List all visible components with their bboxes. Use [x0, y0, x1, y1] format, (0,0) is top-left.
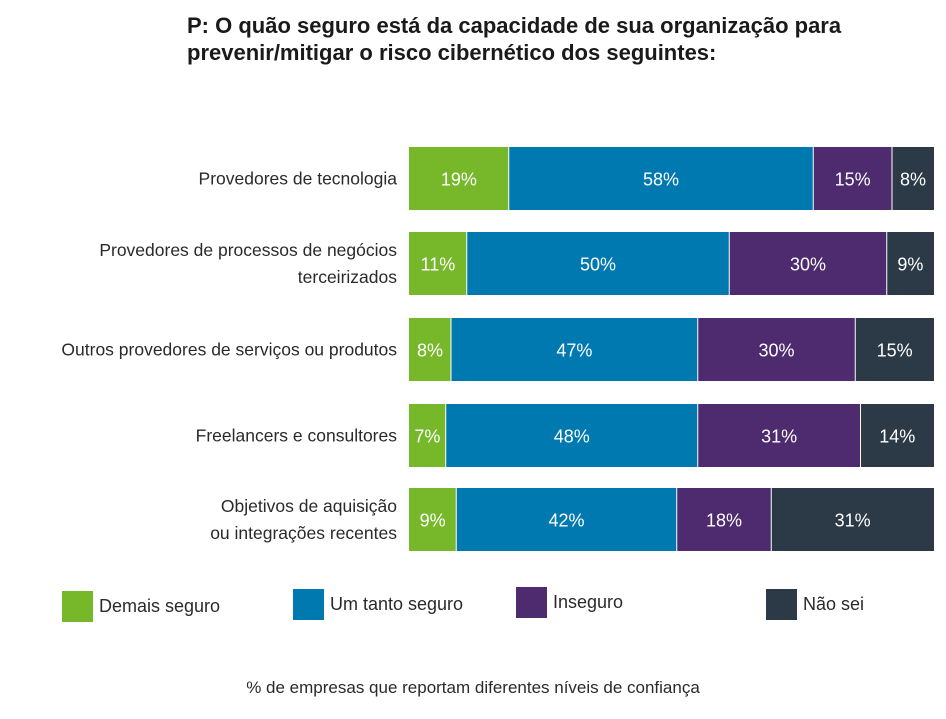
- bar-area: 19% 58% 15% 8% 11% 50% 30% 9% 8% 47% 30% 15% 7% 48% 31…: [409, 147, 934, 551]
- bar-nao-sei-4: [771, 488, 934, 551]
- chart-title: P: O quão seguro está da capacidade de s…: [187, 12, 937, 66]
- data-label-demais-seguro-0: 19%: [441, 170, 477, 190]
- legend-swatch-inseguro: [516, 587, 547, 618]
- category-label-3-line-0: Freelancers e consultores: [196, 426, 398, 446]
- data-label-demais-seguro-3: 7%: [414, 427, 440, 447]
- data-label-inseguro-0: 15%: [835, 170, 871, 190]
- bar-demais-seguro-4: [409, 488, 457, 551]
- legend-swatch-demais-seguro: [62, 591, 93, 622]
- stacked-bar-chart: 19% 58% 15% 8% 11% 50% 30% 9% 8% 47% 30% 15% 7% 48% 31…: [61, 147, 934, 551]
- category-label-0: Provedores de tecnologia: [199, 169, 398, 189]
- category-labels: Provedores de tecnologia Provedores de pr…: [61, 169, 397, 544]
- bar-um-tanto-seguro-3: [445, 404, 698, 467]
- data-label-um-tanto-seguro-3: 48%: [554, 427, 590, 447]
- legend-item-um-tanto-seguro: Um tanto seguro: [293, 589, 463, 620]
- bar-nao-sei-2: [855, 318, 934, 381]
- bar-demais-seguro-2: [409, 318, 451, 381]
- data-label-nao-sei-1: 9%: [897, 255, 923, 275]
- chart-title-line-1: P: O quão seguro está da capacidade de s…: [187, 13, 842, 38]
- legend-item-inseguro: Inseguro: [516, 587, 623, 618]
- legend-label-um-tanto-seguro: Um tanto seguro: [330, 594, 464, 614]
- bar-nao-sei-3: [860, 404, 934, 467]
- category-label-4-line-1: ou integrações recentes: [210, 523, 397, 543]
- category-label-2-line-0: Outros provedores de serviços ou produto…: [61, 340, 397, 360]
- data-label-demais-seguro-4: 9%: [420, 511, 446, 531]
- data-label-um-tanto-seguro-4: 42%: [548, 511, 584, 531]
- data-label-inseguro-1: 30%: [790, 255, 826, 275]
- data-label-demais-seguro-2: 8%: [417, 341, 443, 361]
- category-label-3: Freelancers e consultores: [196, 426, 398, 446]
- bar-inseguro-4: [676, 488, 772, 551]
- bar-demais-seguro-3: [409, 404, 446, 467]
- data-label-inseguro-2: 30%: [758, 341, 794, 361]
- legend-swatch-nao-sei: [766, 589, 797, 620]
- bar-inseguro-3: [697, 404, 861, 467]
- legend-item-nao-sei: Não sei: [766, 589, 864, 620]
- chart-title-line-2: prevenir/mitigar o risco cibernético dos…: [187, 40, 717, 65]
- legend-item-demais-seguro: Demais seguro: [62, 591, 220, 622]
- bar-um-tanto-seguro-4: [456, 488, 677, 551]
- legend-label-inseguro: Inseguro: [553, 592, 624, 612]
- legend-swatch-um-tanto-seguro: [293, 589, 324, 620]
- data-label-nao-sei-2: 15%: [877, 341, 913, 361]
- data-label-nao-sei-0: 8%: [900, 170, 926, 190]
- bar-demais-seguro-0: [409, 147, 509, 210]
- category-label-4: Objetivos de aquisição ou integrações rec…: [210, 496, 397, 543]
- data-label-um-tanto-seguro-0: 58%: [643, 170, 679, 190]
- legend-label-demais-seguro: Demais seguro: [99, 596, 221, 616]
- category-label-2: Outros provedores de serviços ou produto…: [61, 340, 397, 360]
- x-axis-label: % de empresas que reportam diferentes ní…: [246, 678, 700, 697]
- data-label-nao-sei-3: 14%: [879, 427, 915, 447]
- bar-inseguro-1: [729, 232, 887, 295]
- data-label-nao-sei-4: 31%: [835, 511, 871, 531]
- bar-um-tanto-seguro-0: [508, 147, 814, 210]
- bar-um-tanto-seguro-1: [466, 232, 730, 295]
- bar-um-tanto-seguro-2: [451, 318, 698, 381]
- data-label-inseguro-3: 31%: [761, 427, 797, 447]
- category-label-0-line-0: Provedores de tecnologia: [199, 169, 398, 189]
- data-label-inseguro-4: 18%: [706, 511, 742, 531]
- bar-demais-seguro-1: [409, 232, 467, 295]
- bar-nao-sei-1: [886, 232, 934, 295]
- bar-inseguro-2: [697, 318, 856, 381]
- category-label-4-line-0: Objetivos de aquisição: [221, 496, 397, 516]
- category-label-1-line-1: terceirizados: [298, 267, 397, 287]
- data-label-um-tanto-seguro-2: 47%: [556, 341, 592, 361]
- category-label-1: Provedores de processos de negócios terce…: [99, 240, 397, 287]
- category-label-1-line-0: Provedores de processos de negócios: [99, 240, 397, 260]
- bar-nao-sei-0: [892, 147, 934, 210]
- data-label-um-tanto-seguro-1: 50%: [580, 255, 616, 275]
- legend-label-nao-sei: Não sei: [803, 594, 865, 614]
- bar-inseguro-0: [813, 147, 892, 210]
- data-label-demais-seguro-1: 11%: [421, 255, 456, 275]
